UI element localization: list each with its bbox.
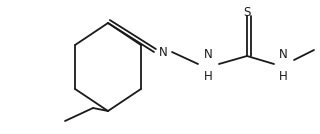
Text: N: N [159,46,167,59]
Text: S: S [243,7,251,20]
Text: N: N [204,48,212,61]
Text: H: H [204,70,212,83]
Text: H: H [279,70,287,83]
Text: N: N [279,48,287,61]
